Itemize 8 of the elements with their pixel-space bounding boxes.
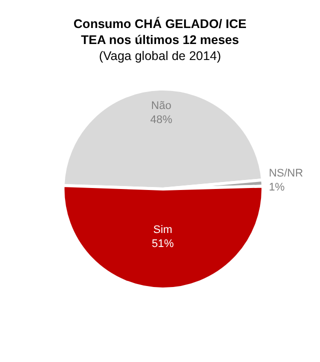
slice-label: NS/NR xyxy=(268,168,304,180)
data-label: 48% xyxy=(150,114,172,126)
slice-label: Sim xyxy=(153,224,172,236)
chart-subtitle: (Vaga global de 2014) xyxy=(98,48,222,64)
data-label: 1% xyxy=(268,182,285,194)
chart-title: Consumo CHÁ GELADO/ ICE TEA nos últimos 12 meses xyxy=(72,16,248,48)
slice-label: Não xyxy=(151,100,172,112)
data-label: 51% xyxy=(152,238,174,250)
